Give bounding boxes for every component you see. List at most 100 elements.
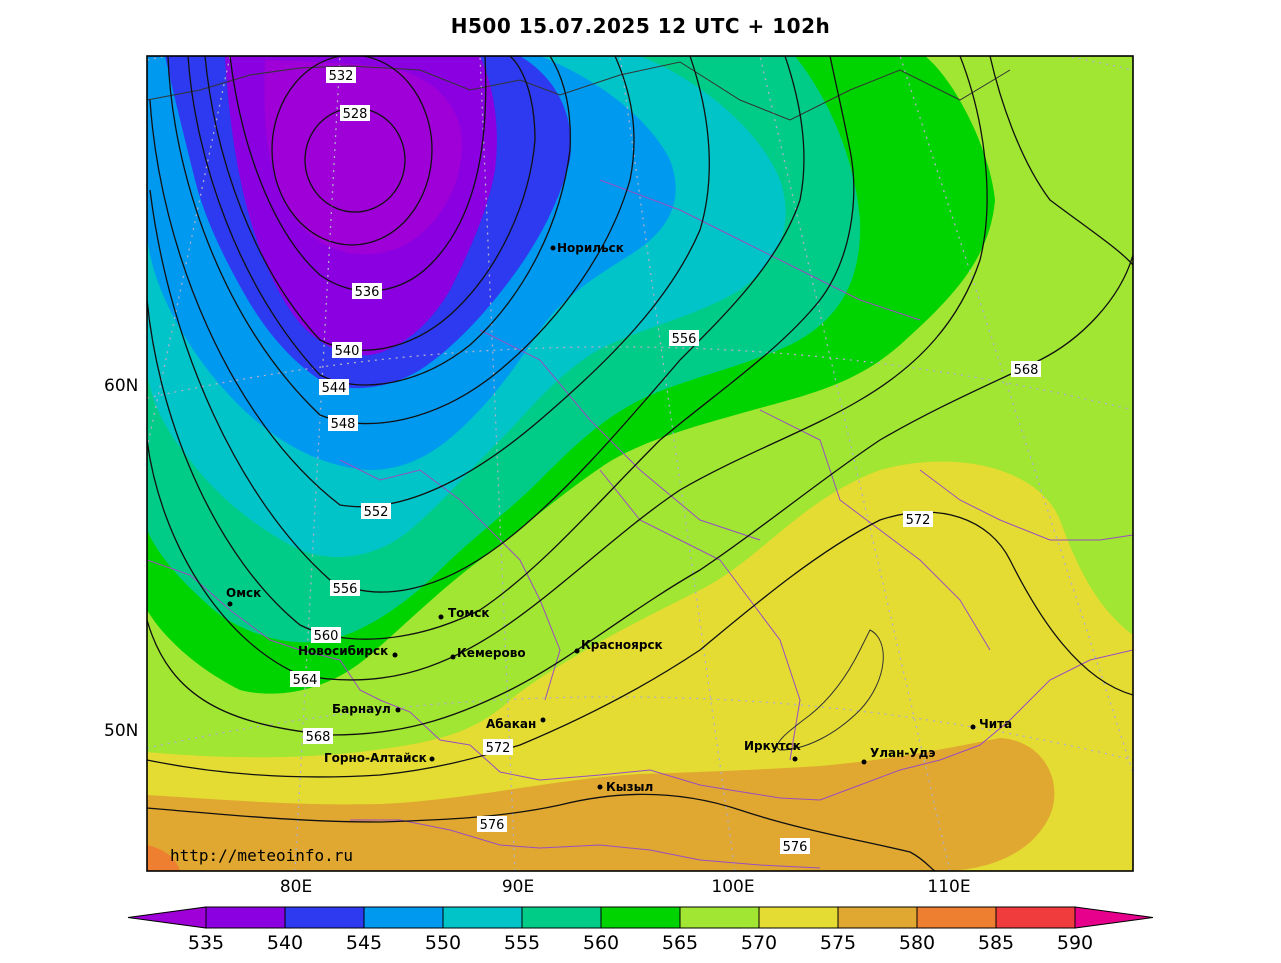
border-regions-2 (599, 469, 801, 761)
contour-568b (989, 56, 1133, 266)
colorbar-extend-low (127, 906, 207, 929)
colorbar-tick-label: 550 (425, 932, 461, 954)
svg-text:556: 556 (672, 332, 697, 347)
colorbar-tick-label: 565 (662, 932, 698, 954)
colorbar-tick-label: 555 (504, 932, 540, 954)
colorbar-tick-label: 580 (899, 932, 935, 954)
border-china-mongolia (350, 819, 821, 869)
svg-text:552: 552 (364, 505, 389, 520)
lat-lon-grid (147, 56, 1133, 871)
meridian-90e (479, 56, 516, 871)
svg-text:Новосибирск: Новосибирск (298, 644, 388, 658)
contour-label-540: 540 (332, 342, 362, 359)
parallel-60n (147, 346, 1133, 411)
map-title: H500 15.07.2025 12 UTC + 102h (450, 14, 831, 38)
city-abakan: Абакан (486, 717, 546, 731)
city-omsk: Омск (226, 586, 261, 607)
city-gorno-altaysk: Горно-Алтайск (324, 751, 435, 765)
colorbar-segment (916, 906, 997, 929)
colorbar-tick-label: 570 (741, 932, 777, 954)
colorbar-tick-label: 575 (820, 932, 856, 954)
colorbar-segment (600, 906, 681, 929)
city-tomsk: Томск (438, 606, 490, 620)
border-regions-5 (599, 179, 921, 321)
city-norilsk: Норильск (550, 241, 624, 255)
lon-label-110e: 110E (927, 877, 970, 897)
contour-label-548: 548 (328, 415, 358, 432)
city-krasnoyarsk: Красноярск (574, 638, 663, 654)
height-field (147, 56, 1133, 871)
svg-text:540: 540 (335, 344, 360, 359)
contour-label-564: 564 (290, 671, 320, 688)
svg-text:Иркутск: Иркутск (744, 739, 801, 753)
band-585 (147, 845, 180, 871)
contour-576 (147, 793, 936, 871)
meridian-120e (899, 56, 1133, 775)
svg-text:536: 536 (355, 285, 380, 300)
contour-labels: 532 528 536 540 544 548 552 556 556 560 … (290, 67, 1041, 855)
svg-text:Норильск: Норильск (557, 241, 624, 255)
contour-532 (271, 56, 433, 246)
svg-text:Абакан: Абакан (486, 717, 536, 731)
svg-text:Красноярск: Красноярск (581, 638, 663, 652)
svg-text:556: 556 (333, 582, 358, 597)
svg-text:Омск: Омск (226, 586, 261, 600)
colorbar-segment (442, 906, 523, 929)
city-ulan-ude: Улан-Удэ (861, 746, 935, 765)
colorbar-tick-label: 590 (1057, 932, 1093, 954)
city-kyzyl: Кызыл (597, 780, 653, 794)
city-markers: Норильск Омск Томск Новосибирск Кемерово… (226, 241, 1012, 794)
meridian-80e (294, 56, 341, 871)
lon-label-100e: 100E (711, 877, 754, 897)
contour-label-576-b: 576 (780, 838, 810, 855)
svg-text:Улан-Удэ: Улан-Удэ (870, 746, 935, 760)
contour-label-568-a: 568 (303, 728, 333, 745)
contour-label-552: 552 (361, 503, 391, 520)
colorbar-tick-label: 535 (188, 932, 224, 954)
contour-556 (149, 56, 805, 593)
colorbar-tick-label: 560 (583, 932, 619, 954)
svg-text:576: 576 (480, 818, 505, 833)
svg-text:528: 528 (343, 107, 368, 122)
border-kazakhstan-russia (147, 559, 471, 746)
svg-text:576: 576 (783, 840, 808, 855)
border-mongolia-russia (469, 649, 1133, 801)
svg-text:Кемерово: Кемерово (457, 646, 526, 660)
svg-text:Кызыл: Кызыл (606, 780, 653, 794)
svg-text:Томск: Томск (448, 606, 490, 620)
contour-552 (149, 56, 710, 508)
svg-text:564: 564 (293, 673, 318, 688)
svg-text:Барнаул: Барнаул (332, 702, 391, 716)
admin-borders (147, 179, 1133, 869)
lake-baikal (777, 629, 884, 751)
svg-text:568: 568 (306, 730, 331, 745)
colorbar-segment (521, 906, 602, 929)
lon-label-90e: 90E (502, 877, 534, 897)
colorbar-segment (758, 906, 839, 929)
contour-560 (147, 56, 855, 640)
parallel-50n (147, 696, 1133, 761)
contour-564 (147, 56, 988, 681)
svg-text:Горно-Алтайск: Горно-Алтайск (324, 751, 427, 765)
colorbar-tick-label: 585 (978, 932, 1014, 954)
svg-text:Чита: Чита (979, 717, 1012, 731)
border-regions-6 (919, 469, 1133, 541)
contour-572 (147, 511, 1133, 778)
border-regions-1 (339, 459, 561, 701)
colorbar-segment (284, 906, 365, 929)
contour-label-556-a: 556 (669, 330, 699, 347)
colorbar: 535 540 545 550 555 560 565 570 575 580 585 590 (127, 906, 1154, 954)
lat-label-50n: 50N (104, 721, 138, 741)
colorbar-segment (837, 906, 918, 929)
colorbar-tick-label: 545 (346, 932, 382, 954)
contour-540 (204, 56, 536, 351)
contour-label-544: 544 (319, 379, 349, 396)
contour-label-560: 560 (311, 627, 341, 644)
contour-label-568-b: 568 (1011, 361, 1041, 378)
contour-label-576-a: 576 (477, 816, 507, 833)
city-chita: Чита (970, 717, 1012, 731)
colorbar-segment (363, 906, 444, 929)
lat-label-60n: 60N (104, 376, 138, 396)
svg-text:544: 544 (322, 381, 347, 396)
